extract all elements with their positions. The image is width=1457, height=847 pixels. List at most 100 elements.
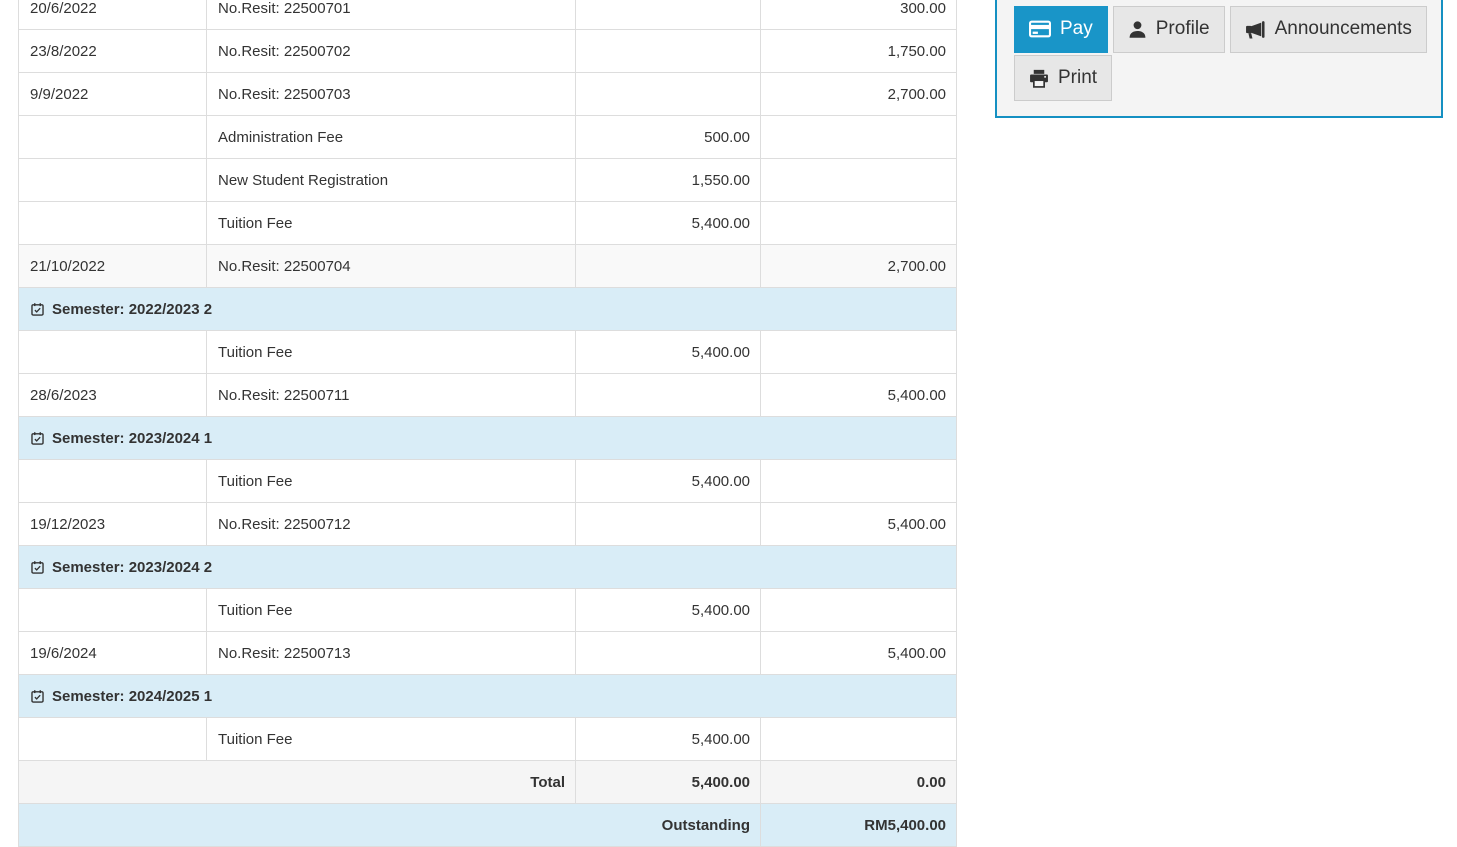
semester-label: Semester: 2022/2023 2 bbox=[52, 300, 213, 318]
payment-amount-cell: 2,700.00 bbox=[761, 245, 957, 287]
description-cell: No.Resit: 22500701 bbox=[207, 0, 576, 29]
fee-row: 23/8/2022 No.Resit: 22500702 1,750.00 bbox=[19, 30, 957, 73]
payment-amount-cell: 1,750.00 bbox=[761, 30, 957, 72]
fee-row: 28/6/2023 No.Resit: 22500711 5,400.00 bbox=[19, 374, 957, 417]
charge-amount-cell bbox=[576, 0, 761, 29]
date-cell bbox=[19, 116, 207, 158]
payment-amount-cell: 2,700.00 bbox=[761, 73, 957, 115]
calendar-check-icon bbox=[31, 689, 44, 703]
calendar-check-icon bbox=[31, 302, 44, 316]
pay-button-label: Pay bbox=[1060, 18, 1093, 39]
charge-amount-cell: 1,550.00 bbox=[576, 159, 761, 201]
date-cell: 20/6/2022 bbox=[19, 0, 207, 29]
description-cell: Tuition Fee bbox=[207, 460, 576, 502]
semester-header-row: Semester: 2022/2023 2 bbox=[19, 288, 957, 331]
semester-header-cell: Semester: 2024/2025 1 bbox=[19, 675, 957, 717]
semester-header-row: Semester: 2023/2024 2 bbox=[19, 546, 957, 589]
description-cell: No.Resit: 22500711 bbox=[207, 374, 576, 416]
profile-button[interactable]: Profile bbox=[1112, 6, 1225, 53]
actions-button-group: Pay Profile Announcements Print bbox=[1014, 6, 1427, 102]
announcements-button[interactable]: Announcements bbox=[1229, 6, 1427, 53]
charge-amount-cell bbox=[576, 30, 761, 72]
payment-amount-cell bbox=[761, 202, 957, 244]
semester-label: Semester: 2024/2025 1 bbox=[52, 687, 213, 705]
fee-row: Tuition Fee 5,400.00 bbox=[19, 718, 957, 761]
print-button-label: Print bbox=[1058, 66, 1098, 88]
semester-label: Semester: 2023/2024 1 bbox=[52, 429, 213, 447]
print-button[interactable]: Print bbox=[1014, 54, 1113, 102]
fee-row: New Student Registration 1,550.00 bbox=[19, 159, 957, 202]
payment-amount-cell bbox=[761, 159, 957, 201]
fees-statement-table: 20/6/2022 No.Resit: 22500701 300.00 23/8/20… bbox=[18, 0, 957, 847]
date-cell bbox=[19, 460, 207, 502]
outstanding-label-cell: Outstanding bbox=[19, 804, 761, 846]
profile-button-label: Profile bbox=[1155, 18, 1210, 39]
charge-amount-cell: 5,400.00 bbox=[576, 589, 761, 631]
payment-amount-cell: 5,400.00 bbox=[761, 503, 957, 545]
charge-amount-cell bbox=[576, 632, 761, 674]
description-cell: No.Resit: 22500703 bbox=[207, 73, 576, 115]
payment-amount-cell bbox=[761, 718, 957, 760]
description-cell: Administration Fee bbox=[207, 116, 576, 158]
credit-card-icon bbox=[1029, 20, 1051, 38]
fee-row: Tuition Fee 5,400.00 bbox=[19, 331, 957, 374]
outstanding-amount-cell: RM5,400.00 bbox=[761, 804, 957, 846]
fee-row: 9/9/2022 No.Resit: 22500703 2,700.00 bbox=[19, 73, 957, 116]
total-charge-cell: 5,400.00 bbox=[576, 761, 761, 803]
description-cell: No.Resit: 22500712 bbox=[207, 503, 576, 545]
fee-row: Tuition Fee 5,400.00 bbox=[19, 202, 957, 245]
charge-amount-cell: 500.00 bbox=[576, 116, 761, 158]
payment-amount-cell: 300.00 bbox=[761, 0, 957, 29]
charge-amount-cell bbox=[576, 503, 761, 545]
fee-row: Tuition Fee 5,400.00 bbox=[19, 589, 957, 632]
description-cell: Tuition Fee bbox=[207, 331, 576, 373]
bullhorn-icon bbox=[1245, 20, 1266, 39]
date-cell: 19/12/2023 bbox=[19, 503, 207, 545]
charge-amount-cell: 5,400.00 bbox=[576, 331, 761, 373]
description-cell: No.Resit: 22500713 bbox=[207, 632, 576, 674]
printer-icon bbox=[1029, 69, 1049, 88]
date-cell: 9/9/2022 bbox=[19, 73, 207, 115]
charge-amount-cell bbox=[576, 73, 761, 115]
fee-row: Tuition Fee 5,400.00 bbox=[19, 460, 957, 503]
payment-amount-cell bbox=[761, 116, 957, 158]
payment-amount-cell bbox=[761, 331, 957, 373]
date-cell: 23/8/2022 bbox=[19, 30, 207, 72]
date-cell bbox=[19, 159, 207, 201]
calendar-check-icon bbox=[31, 431, 44, 445]
charge-amount-cell bbox=[576, 245, 761, 287]
charge-amount-cell: 5,400.00 bbox=[576, 202, 761, 244]
semester-header-row: Semester: 2024/2025 1 bbox=[19, 675, 957, 718]
total-label-cell: Total bbox=[19, 761, 576, 803]
payment-amount-cell: 5,400.00 bbox=[761, 632, 957, 674]
description-cell: Tuition Fee bbox=[207, 589, 576, 631]
description-cell: Tuition Fee bbox=[207, 202, 576, 244]
fee-row: 21/10/2022 No.Resit: 22500704 2,700.00 bbox=[19, 245, 957, 288]
date-cell: 21/10/2022 bbox=[19, 245, 207, 287]
semester-header-cell: Semester: 2023/2024 2 bbox=[19, 546, 957, 588]
semester-header-row: Semester: 2023/2024 1 bbox=[19, 417, 957, 460]
fee-row: 20/6/2022 No.Resit: 22500701 300.00 bbox=[19, 0, 957, 30]
fee-row: 19/12/2023 No.Resit: 22500712 5,400.00 bbox=[19, 503, 957, 546]
date-cell bbox=[19, 589, 207, 631]
fee-row: Administration Fee 500.00 bbox=[19, 116, 957, 159]
pay-button[interactable]: Pay bbox=[1014, 6, 1108, 53]
charge-amount-cell: 5,400.00 bbox=[576, 460, 761, 502]
payment-amount-cell bbox=[761, 589, 957, 631]
outstanding-row: Outstanding RM5,400.00 bbox=[19, 804, 957, 847]
semester-header-cell: Semester: 2023/2024 1 bbox=[19, 417, 957, 459]
description-cell: No.Resit: 22500702 bbox=[207, 30, 576, 72]
semester-label: Semester: 2023/2024 2 bbox=[52, 558, 213, 576]
announcements-button-label: Announcements bbox=[1274, 18, 1412, 39]
semester-header-cell: Semester: 2022/2023 2 bbox=[19, 288, 957, 330]
charge-amount-cell bbox=[576, 374, 761, 416]
user-icon bbox=[1128, 20, 1147, 39]
fee-row: 19/6/2024 No.Resit: 22500713 5,400.00 bbox=[19, 632, 957, 675]
date-cell: 28/6/2023 bbox=[19, 374, 207, 416]
description-cell: Tuition Fee bbox=[207, 718, 576, 760]
description-cell: New Student Registration bbox=[207, 159, 576, 201]
total-payment-cell: 0.00 bbox=[761, 761, 957, 803]
date-cell: 19/6/2024 bbox=[19, 632, 207, 674]
payment-amount-cell: 5,400.00 bbox=[761, 374, 957, 416]
date-cell bbox=[19, 331, 207, 373]
